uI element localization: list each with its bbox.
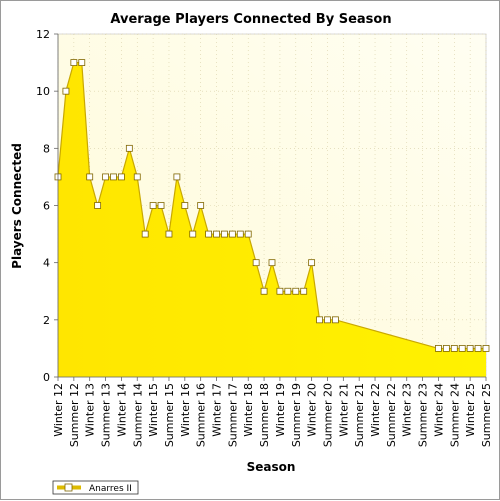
data-point [268, 259, 276, 267]
y-tick-label: 12 [36, 28, 50, 41]
y-tick-label: 0 [43, 371, 50, 384]
x-tick-label: Summer 25 [480, 383, 493, 447]
data-point [94, 202, 102, 209]
data-point [173, 173, 181, 181]
data-point [78, 59, 86, 66]
data-point [110, 173, 117, 181]
x-tick-label: Summer 14 [131, 383, 144, 447]
x-tick-label: Summer 22 [385, 383, 398, 447]
data-point [133, 173, 141, 181]
chart-title: Average Players Connected By Season [110, 12, 391, 27]
x-tick-label: Winter 13 [84, 383, 97, 437]
x-tick-label: Winter 23 [401, 383, 414, 437]
data-point [474, 345, 482, 352]
legend-label: Anarres II [89, 484, 132, 494]
data-point [181, 202, 189, 209]
x-axis-label: Season [247, 460, 296, 474]
data-point [260, 287, 268, 295]
data-point [292, 287, 300, 295]
data-point [236, 230, 244, 238]
data-point [157, 202, 165, 209]
data-point [276, 287, 284, 295]
data-point [228, 230, 236, 238]
data-point [252, 259, 260, 267]
data-point [458, 345, 466, 352]
x-tick-label: Winter 12 [52, 383, 65, 437]
x-tick-label: Summer 23 [417, 383, 430, 447]
data-point [482, 345, 490, 352]
y-tick-label: 6 [43, 200, 50, 213]
data-point [442, 345, 450, 352]
x-tick-label: Winter 18 [242, 383, 255, 437]
x-axis-ticks: Winter 12 Summer 12 Winter 13 Summer 13 Wint… [52, 376, 493, 447]
data-point [213, 230, 220, 238]
area-fill [58, 62, 486, 377]
y-axis-label: Players Connected [10, 143, 24, 269]
data-point [86, 173, 94, 181]
data-point [189, 230, 197, 238]
x-tick-label: Summer 18 [258, 383, 271, 447]
x-tick-label: Summer 17 [226, 383, 239, 447]
data-point [197, 202, 205, 209]
series-layer [54, 59, 490, 377]
y-axis-ticks: 0 2 4 6 8 10 12 [36, 28, 59, 384]
y-tick-label: 10 [36, 85, 50, 98]
x-tick-label: Summer 15 [163, 383, 176, 447]
x-tick-label: Winter 24 [432, 383, 445, 437]
legend-swatch-marker [64, 483, 73, 492]
data-point [62, 87, 70, 95]
data-point [205, 230, 212, 238]
x-tick-label: Summer 12 [68, 383, 81, 447]
x-tick-label: Winter 15 [147, 383, 160, 437]
x-tick-label: Summer 13 [100, 383, 113, 447]
x-tick-label: Winter 14 [115, 383, 128, 437]
y-tick-label: 4 [43, 257, 50, 270]
data-point [102, 173, 109, 181]
x-tick-label: Summer 20 [321, 383, 334, 447]
data-point [141, 230, 149, 238]
legend: Anarres II [52, 480, 139, 495]
x-tick-label: Winter 17 [211, 383, 224, 437]
data-point [244, 230, 252, 238]
data-point [466, 345, 474, 352]
y-tick-label: 8 [43, 142, 50, 155]
data-point [316, 316, 323, 324]
x-tick-label: Summer 21 [353, 383, 366, 447]
x-tick-label: Winter 20 [306, 383, 319, 437]
data-point [284, 287, 292, 295]
data-point [300, 287, 308, 295]
x-tick-label: Summer 16 [195, 383, 208, 447]
data-point [435, 345, 442, 352]
data-point [308, 259, 316, 267]
data-point [165, 230, 173, 238]
x-tick-label: Winter 22 [369, 383, 382, 437]
data-point [450, 345, 458, 352]
y-tick-label: 2 [43, 314, 50, 327]
data-point [118, 173, 125, 181]
legend-box [52, 480, 139, 495]
data-point [221, 230, 228, 238]
x-tick-label: Summer 19 [290, 383, 303, 447]
data-point [332, 316, 339, 324]
x-tick-label: Winter 25 [464, 383, 477, 437]
x-tick-label: Winter 19 [274, 383, 287, 437]
x-tick-label: Summer 24 [448, 383, 461, 447]
data-point [125, 144, 133, 152]
data-point [70, 59, 78, 66]
data-point [324, 316, 331, 324]
x-tick-label: Winter 21 [337, 383, 350, 437]
data-point [149, 202, 157, 209]
x-tick-label: Winter 16 [179, 383, 192, 437]
